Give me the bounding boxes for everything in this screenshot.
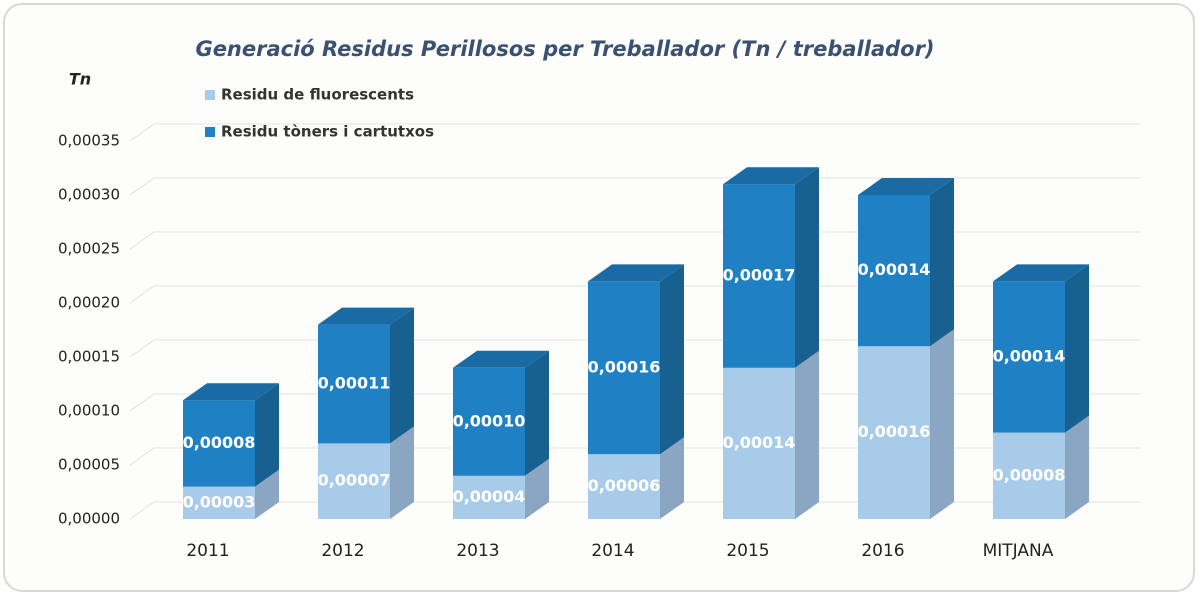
chart-title: Generació Residus Perillosos per Treball… <box>195 37 934 61</box>
x-tick-label: 2012 <box>321 541 364 561</box>
x-tick-label: 2015 <box>726 541 769 561</box>
bar-side <box>795 350 819 519</box>
bar <box>723 184 795 368</box>
legend-label: Residu tòners i cartutxos <box>221 123 434 141</box>
y-tick-label: 0,00030 <box>58 186 120 204</box>
bar-side <box>795 167 819 368</box>
bar <box>183 486 255 519</box>
y-tick-label: 0,00035 <box>58 132 120 150</box>
data-label: 0,00016 <box>588 357 661 376</box>
bar-side <box>1065 415 1089 519</box>
data-label: 0,00017 <box>723 266 796 285</box>
bar <box>183 400 255 487</box>
bar-side <box>390 426 414 519</box>
legend-label: Residu de fluorescents <box>221 86 414 104</box>
bar-top <box>723 167 819 185</box>
data-label: 0,00014 <box>858 260 931 279</box>
bar-side <box>255 383 279 487</box>
bar-top <box>453 350 549 368</box>
data-label: 0,00006 <box>588 476 661 495</box>
bar-side <box>255 469 279 519</box>
data-label: 0,00014 <box>723 433 796 452</box>
bar-side <box>660 437 684 519</box>
y-tick-label: 0,00020 <box>58 294 120 312</box>
bar-side <box>525 458 549 519</box>
data-label: 0,00016 <box>858 422 931 441</box>
data-label: 0,00007 <box>318 471 391 490</box>
bar-side <box>930 329 954 519</box>
bar <box>318 443 390 519</box>
y-tick-label: 0,00025 <box>58 240 120 258</box>
data-label: 0,00003 <box>183 492 256 511</box>
x-tick-label: MITJANA <box>983 541 1054 561</box>
bar-top <box>588 264 684 282</box>
x-tick-label: 2011 <box>186 541 229 561</box>
bar <box>588 281 660 455</box>
y-tick-label: 0,00005 <box>58 456 120 474</box>
bar-top <box>183 383 279 401</box>
bar <box>723 367 795 519</box>
legend-swatch <box>205 127 215 137</box>
bar <box>453 475 525 519</box>
y-tick-label: 0,00000 <box>58 510 120 528</box>
bar <box>318 324 390 444</box>
x-tick-label: 2013 <box>456 541 499 561</box>
y-axis-label: Tn <box>69 70 91 89</box>
bar <box>453 367 525 476</box>
bar <box>858 346 930 519</box>
grid-line <box>129 123 1140 142</box>
bar-top <box>318 307 414 325</box>
data-label: 0,00011 <box>318 374 391 393</box>
data-label: 0,00010 <box>453 411 526 430</box>
bar-top <box>858 178 954 195</box>
x-tick-label: 2016 <box>861 541 904 561</box>
bar-side <box>1065 264 1089 433</box>
bar <box>588 454 660 519</box>
bar <box>993 281 1065 433</box>
data-label: 0,00004 <box>453 487 526 506</box>
bar-side <box>525 350 549 476</box>
bar-side <box>660 264 684 455</box>
x-tick-label: 2014 <box>591 541 634 561</box>
data-label: 0,00008 <box>183 433 256 452</box>
bar-side <box>390 307 414 444</box>
bar <box>993 432 1065 519</box>
y-tick-label: 0,00015 <box>58 348 120 366</box>
legend-swatch <box>205 90 215 100</box>
bar-top <box>993 264 1089 282</box>
bar-side <box>930 178 954 347</box>
bar <box>858 195 930 347</box>
data-label: 0,00014 <box>993 347 1066 366</box>
y-tick-label: 0,00010 <box>58 402 120 420</box>
data-label: 0,00008 <box>993 465 1066 484</box>
